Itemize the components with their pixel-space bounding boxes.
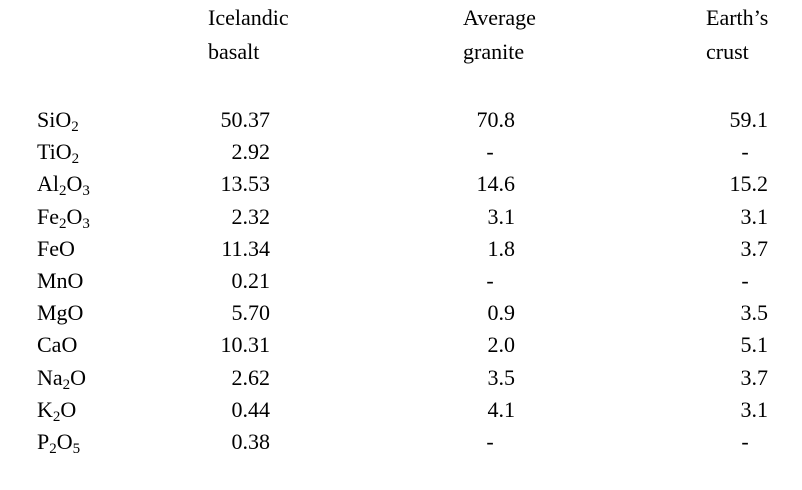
- cell-value: 0.38: [231, 429, 271, 454]
- row-label: MnO: [37, 268, 84, 293]
- cell-value: -: [486, 268, 494, 293]
- row-label: P2O5: [37, 429, 81, 457]
- cell-value: -: [486, 139, 494, 165]
- cell-value: 3.5: [740, 300, 769, 326]
- row-label: Na2O: [37, 364, 87, 393]
- column-header: Average: [463, 5, 536, 30]
- cell-value: 1.8: [487, 235, 516, 261]
- cell-value: 50.37: [220, 107, 271, 132]
- column-header: Earth’s: [706, 5, 769, 30]
- cell-value: 14.6: [476, 171, 516, 197]
- cell-value: 3.1: [740, 203, 769, 229]
- row-label: Al2O3: [37, 171, 90, 200]
- cell-value: 13.53: [220, 171, 271, 197]
- cell-value: -: [741, 268, 749, 293]
- row-label: FeO: [37, 235, 75, 261]
- cell-value: 15.2: [729, 171, 769, 197]
- row-label: CaO: [37, 332, 78, 358]
- cell-value: 10.31: [220, 332, 271, 358]
- cell-value: 4.1: [487, 396, 516, 422]
- row-label: SiO2: [37, 107, 79, 135]
- cell-value: 0.21: [231, 268, 271, 293]
- cell-value: -: [741, 429, 749, 454]
- column-header: crust: [706, 39, 749, 64]
- column-header: Icelandic: [208, 5, 289, 30]
- cell-value: 59.1: [729, 107, 769, 132]
- row-label: TiO2: [37, 139, 80, 168]
- cell-value: 70.8: [476, 107, 516, 132]
- column-header: basalt: [208, 39, 260, 64]
- cell-value: 3.7: [740, 235, 769, 261]
- cell-value: 11.34: [221, 235, 270, 261]
- column-header: granite: [463, 39, 525, 64]
- cell-value: 5.1: [740, 332, 769, 358]
- cell-value: 2.0: [487, 332, 516, 358]
- cell-value: 3.1: [487, 203, 516, 229]
- row-label: MgO: [37, 300, 84, 326]
- cell-value: 2.32: [231, 203, 271, 229]
- cell-value: 5.70: [231, 300, 271, 326]
- cell-value: 0.9: [487, 300, 516, 326]
- cell-value: -: [741, 139, 749, 165]
- cell-value: 3.5: [487, 364, 516, 390]
- row-label: K2O: [37, 396, 77, 425]
- cell-value: -: [486, 429, 494, 454]
- cell-value: 0.44: [231, 396, 271, 422]
- cell-value: 3.7: [740, 364, 769, 390]
- cell-value: 2.62: [231, 364, 271, 390]
- row-label: Fe2O3: [37, 203, 90, 232]
- cell-value: 2.92: [231, 139, 271, 165]
- cell-value: 3.1: [740, 396, 769, 422]
